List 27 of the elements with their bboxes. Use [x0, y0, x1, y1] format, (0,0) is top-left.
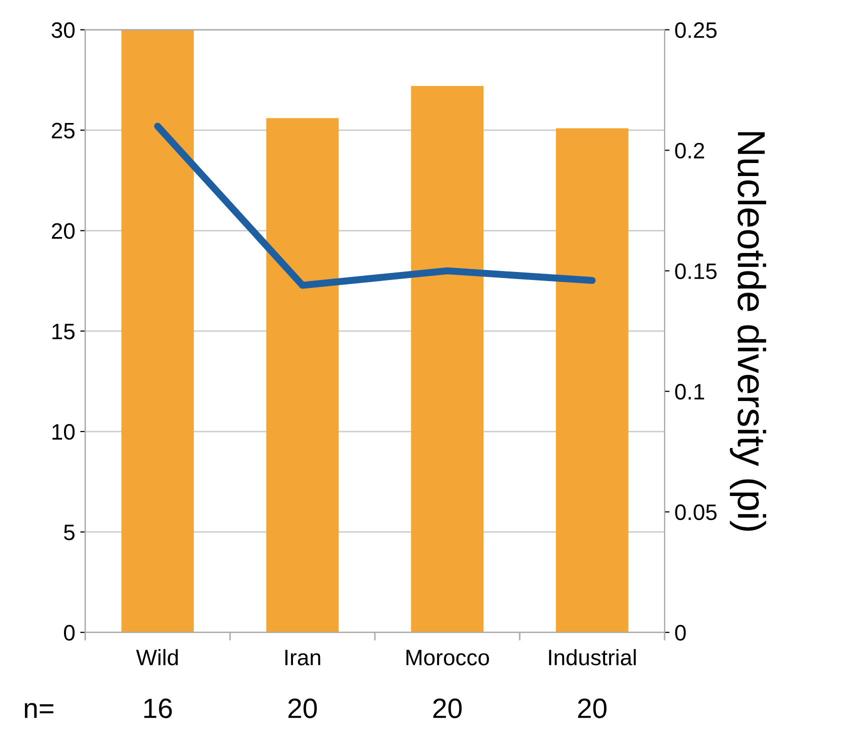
bar [556, 128, 628, 632]
y-tick-label: 0 [64, 624, 75, 641]
text: 20 [578, 698, 607, 718]
x-tick-label: Industrial [549, 649, 636, 666]
text: 16 [144, 698, 172, 718]
y-tick-label: 25 [52, 122, 75, 138]
text: 20 [433, 698, 462, 718]
x-tick-label: Morocco [406, 650, 489, 666]
y-tick-label: 20 [52, 223, 75, 239]
y2-tick-label: 0.15 [675, 263, 717, 280]
y2-axis-title: Nucleotide diversity (pi) [730, 132, 766, 531]
bar [266, 118, 339, 632]
y-tick-label: 15 [52, 324, 75, 340]
y2-tick-label: 0.05 [675, 504, 717, 520]
y2-tick-label: 0 [675, 624, 686, 641]
bar [411, 86, 484, 632]
y-tick-label: 10 [52, 424, 75, 440]
bar [121, 30, 194, 632]
x-tick-label: Iran [285, 650, 320, 666]
y-tick-label: 5 [64, 524, 75, 540]
text: 20 [288, 698, 317, 718]
y-tick-label: 30 [52, 22, 75, 38]
y2-tick-label: 0.25 [675, 22, 717, 38]
x-tick-label: Wild [136, 649, 178, 666]
text: n= [24, 702, 54, 718]
y2-tick-label: 0.2 [675, 142, 704, 159]
y2-tick-label: 0.1 [675, 384, 704, 400]
